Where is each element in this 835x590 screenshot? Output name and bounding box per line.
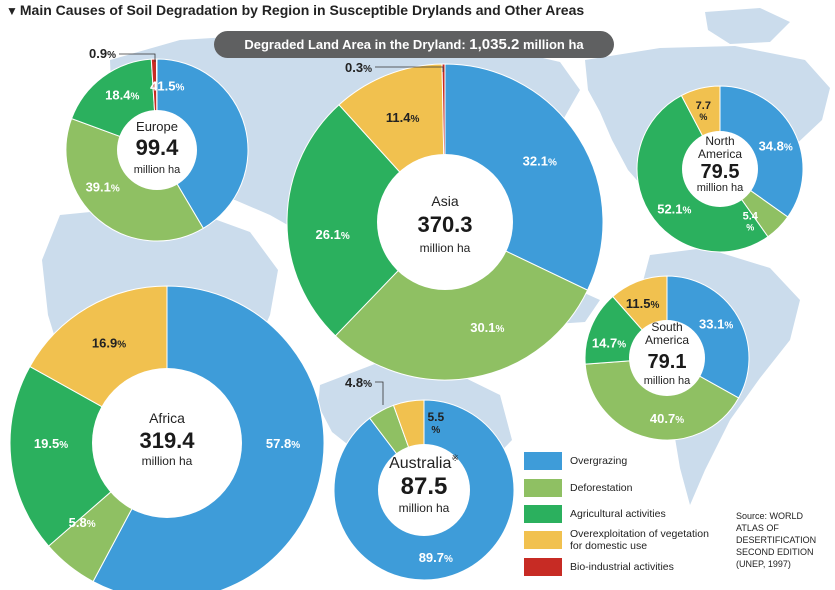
region-unit: million ha [697, 182, 744, 194]
slice-north-america-overgrazing [719, 85, 804, 218]
source-line: Source: WORLD [736, 511, 804, 521]
legend-label-bio-industrial: Bio-industrial activities [570, 561, 674, 573]
source-note: Source: WORLD ATLAS OF DESERTIFICATION S… [736, 510, 832, 570]
slice-south-america-deforestation [584, 357, 740, 441]
map-greenland [705, 8, 790, 44]
legend-swatch-bio-industrial [524, 558, 562, 576]
slice-label: 5.4% [743, 210, 759, 232]
slice-label: 32.1% [523, 153, 557, 168]
total-label: Degraded Land Area in the Dryland: [244, 37, 466, 52]
legend-label-overexploitation: Overexploitation of vegetation for domes… [570, 528, 709, 552]
source-line: ATLAS OF [736, 523, 779, 533]
region-name: Asia [431, 193, 458, 209]
slice-label: 34.8% [759, 138, 793, 153]
total-value: 1,035.2 [469, 36, 520, 53]
legend-label-deforestation: Deforestation [570, 482, 633, 494]
region-unit: million ha [134, 164, 181, 176]
legend-label-agricultural: Agricultural activities [570, 508, 666, 520]
slice-label: 57.8% [266, 436, 300, 451]
total-area-badge: Degraded Land Area in the Dryland: 1,035… [214, 31, 614, 58]
region-unit: million ha [399, 501, 450, 515]
donut-hole [92, 368, 242, 518]
callout-leader-line [375, 66, 444, 72]
legend-swatch-agricultural [524, 505, 562, 523]
region-unit: million ha [420, 241, 471, 255]
slice-label: 52.1% [657, 202, 691, 217]
slice-label: 33.1% [699, 317, 733, 332]
donut-hole [377, 154, 513, 290]
slice-label: 14.7% [592, 335, 626, 350]
region-total: 87.5 [401, 473, 448, 500]
slice-label: 26.1% [316, 227, 350, 242]
callout-label: 4.8% [345, 375, 372, 390]
slice-label: 5.8% [69, 515, 96, 530]
source-line: (UNEP, 1997) [736, 559, 791, 569]
slice-africa-agricultural [9, 365, 168, 547]
donut-hole [682, 131, 758, 207]
callout-leader-line [375, 381, 384, 405]
slice-label: 41.5% [150, 78, 184, 93]
donut-south-america: South America 79.1 million ha 33.1% 40.7% 14.7… [584, 275, 750, 441]
source-line: SECOND EDITION [736, 547, 814, 557]
slice-label: 89.7% [419, 550, 453, 565]
region-total: 79.1 [648, 351, 687, 373]
slice-label: 30.1% [470, 320, 504, 335]
slice-label: 39.1% [86, 180, 120, 195]
region-unit: million ha [142, 454, 193, 468]
legend-swatch-overgrazing [524, 452, 562, 470]
source-line: DESERTIFICATION [736, 535, 817, 545]
donut-hole [629, 320, 705, 396]
legend-swatch-overexploitation [524, 531, 562, 549]
slice-label: 19.5% [34, 436, 68, 451]
donut-hole [378, 444, 470, 536]
chart-title: ▼ Main Causes of Soil Degradation by Regi… [6, 2, 584, 18]
slice-label: 11.5% [626, 296, 660, 311]
legend-swatch-deforestation [524, 479, 562, 497]
slice-label: 40.7% [650, 411, 684, 426]
region-name: South America [645, 320, 689, 347]
callout-lines: 0.9% 0.3% 4.8% [89, 46, 444, 405]
region-unit: million ha [644, 375, 691, 387]
region-name: Africa [149, 410, 185, 426]
slice-label: 18.4% [105, 87, 139, 102]
slice-label: 7.7% [696, 100, 711, 122]
region-name: Europe [136, 119, 178, 134]
region-name: Australia※ [389, 453, 459, 472]
region-total: 79.5 [701, 161, 740, 183]
region-total: 99.4 [136, 135, 180, 160]
slice-asia-deforestation [334, 221, 589, 381]
region-total: 319.4 [139, 428, 195, 453]
callout-label: 0.9% [89, 46, 116, 61]
slice-label: 16.9% [92, 336, 126, 351]
chart-title-text: Main Causes of Soil Degradation by Regio… [19, 2, 585, 18]
slice-europe-overgrazing [156, 58, 249, 230]
donut-hole [117, 110, 197, 190]
callout-label: 0.3% [345, 60, 372, 75]
region-total: 370.3 [417, 212, 472, 237]
region-name: North America [698, 134, 742, 161]
total-unit: million ha [522, 37, 584, 52]
callout-leader-line [119, 53, 156, 62]
legend-label-overgrazing: Overgrazing [570, 455, 628, 467]
slice-label: 11.4% [386, 110, 420, 125]
donut-asia: Asia 370.3 million ha 32.1% 30.1% 26.1% 11.4% [286, 63, 604, 381]
slice-asia-agricultural [286, 104, 446, 337]
slice-label: 5.5% [427, 410, 444, 436]
triangle-icon: ▼ [6, 4, 18, 18]
region-note-mark: ※ [451, 453, 459, 463]
